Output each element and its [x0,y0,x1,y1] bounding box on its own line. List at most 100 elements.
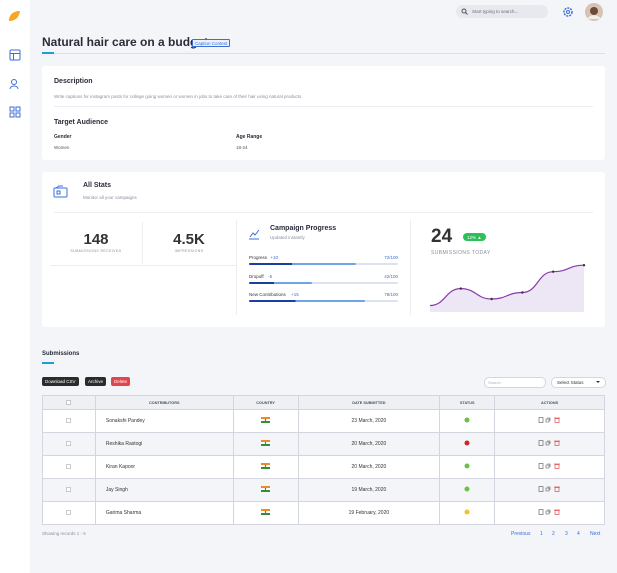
row-checkbox[interactable] [42,455,96,479]
today-count: 24 [431,226,453,247]
stats-icon [53,185,68,198]
sparkline-line [429,264,585,307]
row-actions[interactable] [494,478,605,502]
nav-dashboard[interactable] [9,49,21,61]
page-link[interactable]: Previous [511,531,531,537]
progress-change: -5 [268,273,273,279]
logo [9,11,20,21]
sparkline-area [430,265,584,312]
date-submitted: 23 March, 2020 [297,409,441,433]
sparkline-point [552,270,555,273]
divider [42,53,605,54]
date-submitted: 19 March, 2020 [297,478,441,502]
country-flag [232,409,299,433]
description-card [42,66,605,160]
progress-label: Progress [249,255,268,260]
divider [54,106,593,107]
search-placeholder: Start typing to search... [472,9,519,14]
row-actions[interactable] [494,455,605,479]
table-row: Garima Sharma 19 February, 2020 [42,501,605,525]
campaign-badge: Caption Contest [192,39,231,47]
progress-label: Dropoff [249,273,264,279]
search-box[interactable] [456,5,548,18]
status-select-text: Select Status [557,379,584,385]
contributor-name: Sonakshi Pandey [94,409,234,433]
row-actions[interactable] [494,432,605,456]
page-link[interactable]: 3 [565,531,568,537]
title-underline [42,362,54,364]
row-actions[interactable] [494,409,605,433]
status-select[interactable] [551,377,606,388]
date-submitted: 19 February, 2020 [297,501,441,525]
progress-change: +10 [270,255,279,260]
header-checkbox[interactable] [42,395,96,410]
column-header: COUNTRY [232,395,299,410]
status-dot [439,455,496,479]
column-header: DATE SUBMITTED [297,395,441,410]
today-badge: 12% ▲ [463,233,486,241]
page-link[interactable]: Next [590,531,601,537]
status-dot [439,409,496,433]
contributor-name: Reshika Rastogi [94,432,234,456]
divider [410,220,411,315]
row-checkbox[interactable] [42,478,96,502]
select-caret [596,381,600,383]
nav-grid[interactable] [9,106,21,118]
avatar[interactable] [585,3,603,21]
row-actions[interactable] [494,501,605,525]
gender-value: Women [54,145,70,150]
archive-button[interactable]: Archive [85,377,107,386]
description-heading: Description [54,78,93,85]
table-search-placeholder: Search [488,380,501,385]
table-row: Reshika Rastogi 20 March, 2020 [42,432,605,456]
submissions-label: SUBMISSIONS RECEIVED [70,249,122,253]
progress-title: Campaign Progress [270,225,337,232]
country-flag [232,478,299,502]
divider [142,222,143,264]
title-underline [42,52,54,54]
divider [236,220,237,315]
column-header: STATUS [439,395,496,410]
download-button[interactable]: Download CSV [42,377,79,386]
progress-change: +15 [291,292,299,297]
row-checkbox[interactable] [42,501,96,525]
description-text: Write captions for instagram posts for c… [54,94,303,99]
delete-button[interactable]: Delete [111,377,131,386]
page-link[interactable]: 2 [552,531,555,537]
stats-title: All Stats [83,182,112,189]
audience-heading: Target Audience [54,119,109,126]
row-checkbox[interactable] [42,432,96,456]
column-header: CONTRIBUTORS [94,395,234,410]
sidebar [0,0,30,573]
age-label: Age Range [236,134,263,140]
contributor-name: Jay Singh [94,478,234,502]
country-flag [232,455,299,479]
divider [50,265,236,266]
settings-icon[interactable] [562,6,574,18]
row-checkbox[interactable] [42,409,96,433]
status-dot [439,478,496,502]
country-flag [232,501,299,525]
table-row: Jay Singh 19 March, 2020 [42,478,605,502]
progress-value: 78/100 [384,292,398,297]
table-search[interactable] [484,377,546,388]
page-link[interactable]: 4 [577,531,580,537]
progress-label: New Contributions [249,292,286,297]
age-value: 18-24 [236,145,248,150]
progress-fill [249,281,312,284]
nav-users[interactable] [9,78,21,90]
status-dot [439,432,496,456]
progress-value: 72/100 [384,255,398,260]
impressions-count: 4.5K [173,231,205,248]
records-info: Showing records 1 - 5 [42,531,86,536]
table-row: Sonakshi Pandey 23 March, 2020 [42,409,605,433]
column-header: ACTIONS [494,395,605,410]
sparkline-point [459,287,462,290]
submissions-title: Submissions [42,351,80,357]
progress-value: 42/100 [384,273,398,279]
contributor-name: Kiran Kapoor [94,455,234,479]
progress-fill [249,263,357,265]
page-link[interactable]: 1 [540,531,543,537]
progress-track [249,281,398,284]
